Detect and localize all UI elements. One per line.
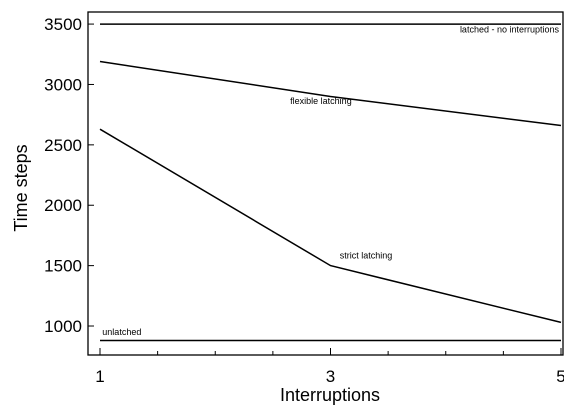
y-axis-title: Time steps bbox=[11, 144, 31, 231]
y-axis: 1000 1500 2000 2500 3000 3500 bbox=[44, 15, 94, 336]
series-label: latched - no interruptions bbox=[460, 25, 560, 35]
series-line bbox=[99, 60, 562, 127]
series-label: unlatched bbox=[102, 327, 141, 337]
x-tick-label: 5 bbox=[556, 367, 564, 386]
x-tick-label: 1 bbox=[95, 367, 104, 386]
y-tick-label: 1500 bbox=[44, 257, 82, 276]
series-label: flexible latching bbox=[290, 96, 352, 106]
series-label: strict latching bbox=[340, 250, 393, 260]
x-axis-title: Interruptions bbox=[280, 385, 380, 405]
y-tick-label: 3000 bbox=[44, 75, 82, 94]
x-axis: 1 3 5 bbox=[95, 348, 564, 386]
y-tick-label: 1000 bbox=[44, 317, 82, 336]
series-lines bbox=[99, 23, 562, 342]
y-tick-label: 2000 bbox=[44, 196, 82, 215]
plot-border bbox=[87, 11, 564, 356]
series-labels: latched - no interruptions flexible latch… bbox=[102, 25, 559, 338]
series-line bbox=[99, 128, 562, 324]
x-tick-label: 3 bbox=[326, 367, 335, 386]
plot-frame bbox=[87, 11, 564, 356]
y-tick-label: 2500 bbox=[44, 136, 82, 155]
y-tick-label: 3500 bbox=[44, 15, 82, 34]
